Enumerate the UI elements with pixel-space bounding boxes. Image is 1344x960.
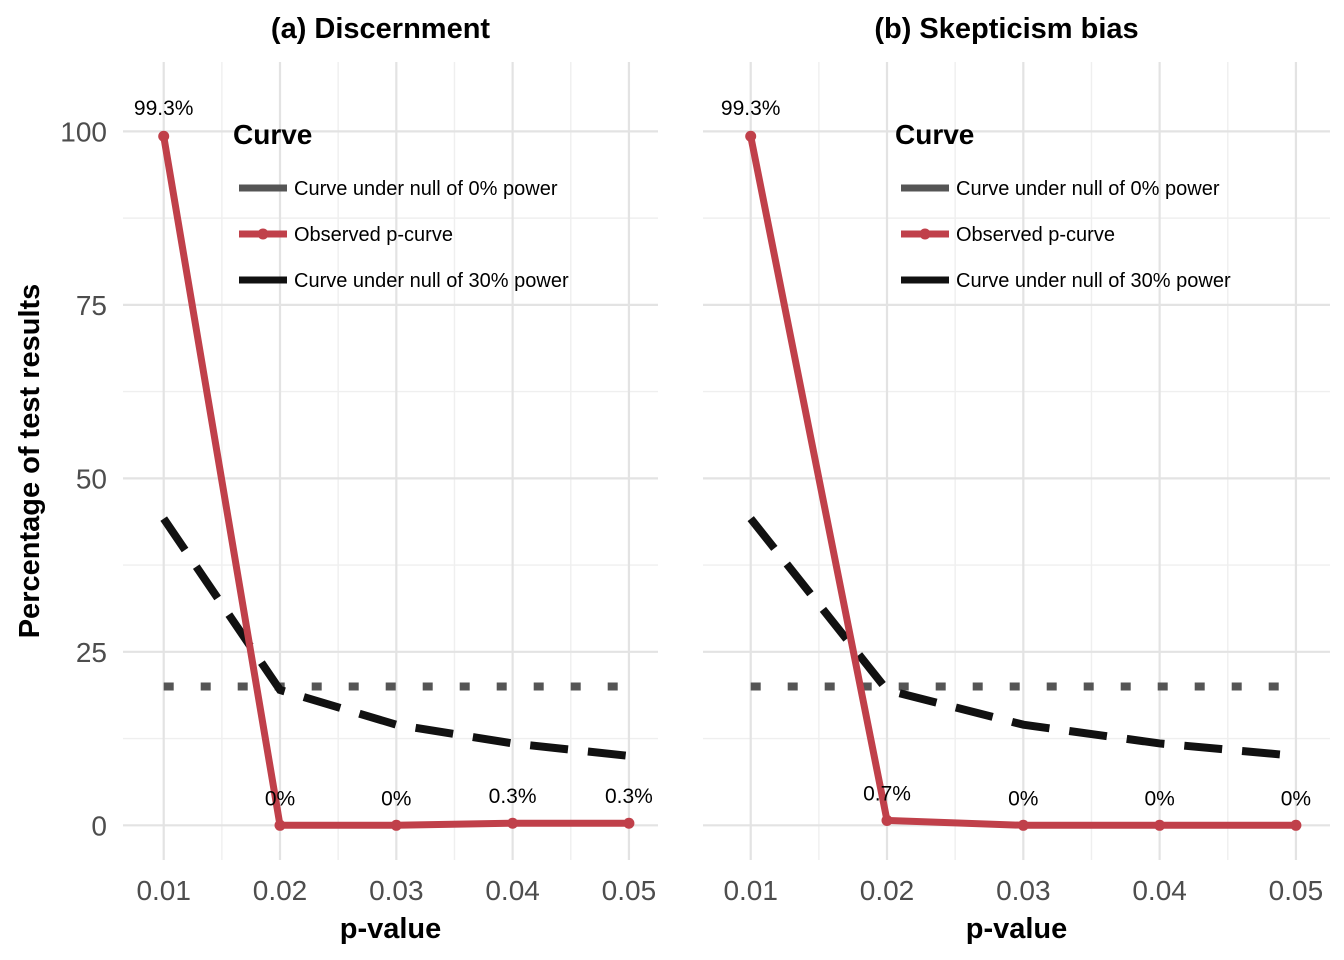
legend: Curve Curve under null of 0% power Observe…	[895, 119, 1231, 292]
observed-point	[1154, 819, 1166, 831]
x-tick-label: 0.04	[485, 875, 540, 906]
legend-title: Curve	[895, 119, 974, 150]
x-tick-label: 0.03	[369, 875, 424, 906]
data-label: 0%	[1281, 787, 1311, 810]
data-label: 0.3%	[605, 785, 653, 808]
data-label: 99.3%	[134, 97, 194, 120]
observed-point	[390, 819, 402, 831]
data-label: 99.3%	[721, 97, 781, 120]
x-tick-label: 0.01	[723, 875, 778, 906]
x-axis-title: p-value	[966, 913, 1068, 945]
legend-label: Curve under null of 0% power	[294, 178, 558, 200]
panel-title: (b) Skepticism bias	[874, 13, 1138, 45]
x-tick-label: 0.05	[1269, 875, 1324, 906]
data-label: 0%	[1008, 787, 1038, 810]
legend-label: Curve under null of 0% power	[956, 178, 1220, 200]
legend: Curve Curve under null of 0% power Observe…	[233, 119, 569, 292]
data-label: 0%	[381, 787, 411, 810]
legend-label: Curve under null of 30% power	[956, 270, 1231, 292]
legend-label: Curve under null of 30% power	[294, 270, 569, 292]
observed-point	[1290, 819, 1302, 831]
x-tick-label: 0.03	[996, 875, 1051, 906]
data-label: 0%	[1144, 787, 1174, 810]
y-tick-label: 75	[76, 290, 107, 321]
observed-point	[507, 817, 519, 829]
x-tick-label: 0.02	[860, 875, 915, 906]
y-tick-label: 50	[76, 463, 107, 494]
x-axis-title: p-value	[340, 913, 442, 945]
y-tick-label: 25	[76, 637, 107, 668]
data-label: 0%	[265, 787, 295, 810]
observed-point	[881, 814, 893, 826]
chart-panel-0: (a) Discernment 0.01 0.02 0.03 0.04 0.05 0 25 50…	[14, 13, 658, 945]
observed-point	[745, 130, 757, 142]
observed-point	[1017, 819, 1029, 831]
chart-panel-1: (b) Skepticism bias 0.01 0.02 0.03 0.04 0.05 p…	[703, 13, 1330, 945]
x-tick-label: 0.01	[136, 875, 191, 906]
legend-label: Observed p-curve	[956, 224, 1115, 246]
legend-key-observed-point	[257, 228, 269, 240]
observed-point	[274, 819, 286, 831]
x-tick-label: 0.04	[1132, 875, 1187, 906]
observed-point	[623, 817, 635, 829]
legend-title: Curve	[233, 119, 312, 150]
x-tick-label: 0.05	[602, 875, 657, 906]
y-tick-label: 100	[60, 116, 107, 147]
y-tick-label: 0	[91, 810, 107, 841]
panel-title: (a) Discernment	[271, 13, 491, 45]
series-line-null-30-power	[160, 516, 630, 760]
observed-point	[158, 130, 170, 142]
data-label: 0.7%	[863, 782, 911, 805]
series-line-null-30-power	[747, 516, 1297, 760]
legend-label: Observed p-curve	[294, 224, 453, 246]
x-tick-label: 0.02	[253, 875, 308, 906]
data-label: 0.3%	[489, 785, 537, 808]
legend-key-observed-point	[919, 228, 931, 240]
gridlines	[703, 62, 1330, 860]
y-axis-title: Percentage of test results	[14, 284, 46, 639]
